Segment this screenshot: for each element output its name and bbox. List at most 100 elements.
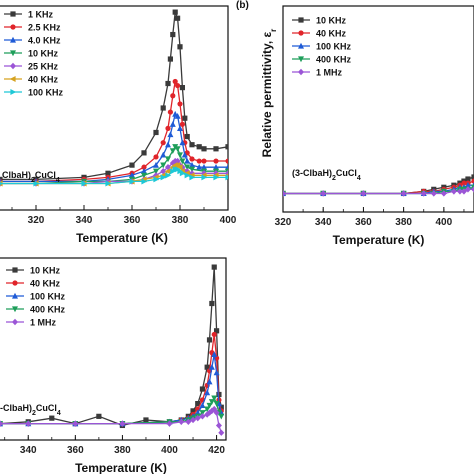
data-point [199, 410, 206, 416]
chart-panel-b: 320 340 360 380 400 Temperature (K) Relative p… [236, 0, 474, 247]
data-point [189, 166, 195, 173]
legend: 10 KHz 40 KHz 100 KHz 400 KHz 1 MHz [292, 16, 352, 78]
data-point [179, 170, 186, 177]
data-point [213, 409, 220, 416]
data-point [184, 172, 191, 179]
data-point [283, 190, 286, 197]
x-axis-label: Temperature (K) [333, 233, 425, 247]
data-point [25, 420, 32, 427]
legend-marker [10, 11, 16, 17]
data-point [213, 146, 219, 152]
data-point [49, 415, 55, 421]
legend-marker [298, 30, 304, 36]
data-point [172, 9, 178, 15]
data-point [218, 429, 225, 436]
data-point [199, 402, 206, 409]
data-point [174, 112, 181, 119]
data-point [165, 172, 172, 179]
data-point [105, 180, 112, 187]
series-1-mhz [0, 405, 225, 436]
x-tick-label: 340 [315, 217, 332, 228]
legend-marker [298, 42, 304, 49]
data-point [165, 125, 171, 131]
data-point [320, 190, 327, 197]
data-point [141, 164, 147, 170]
data-point [189, 170, 195, 177]
legend-marker [298, 56, 304, 63]
data-point [400, 190, 407, 197]
legend-entry: 40 KHz [316, 29, 347, 39]
x-tick-label: 380 [395, 217, 412, 228]
data-point [33, 180, 40, 187]
data-point [196, 163, 203, 170]
legend-entry: 10 KHz [316, 16, 347, 26]
data-point [167, 56, 173, 62]
x-tick-label: 320 [275, 217, 292, 228]
data-point [176, 164, 183, 171]
legend-entry: 40 KHz [30, 279, 61, 289]
data-point [464, 182, 471, 188]
data-point [160, 174, 167, 181]
data-point [129, 172, 135, 178]
legend-entry: 10 KHz [28, 49, 59, 59]
data-point [160, 168, 167, 175]
data-point [185, 418, 192, 425]
data-point [199, 386, 206, 392]
legend-marker [10, 62, 16, 70]
data-point [169, 148, 176, 155]
data-point [174, 146, 181, 152]
data-point [213, 170, 219, 177]
data-point [213, 369, 220, 376]
legend-entry: 25 KHz [28, 62, 59, 72]
data-point [190, 408, 196, 414]
data-point [456, 188, 463, 195]
legend-marker [10, 89, 17, 95]
data-point [190, 416, 197, 424]
data-point [208, 399, 215, 405]
data-point [215, 422, 222, 429]
data-point [160, 151, 167, 158]
data-point [430, 190, 437, 197]
data-point [360, 190, 367, 197]
compound-label: ClbaH)2CuCl4 [2, 170, 60, 184]
data-point [165, 163, 171, 171]
data-point [471, 178, 474, 184]
panel-label: (b) [236, 0, 249, 11]
legend-entry: 100 KHz [316, 42, 352, 52]
data-point [211, 264, 217, 270]
plot-area [283, 174, 474, 197]
data-point [189, 156, 195, 162]
legend-entry: 400 KHz [30, 305, 66, 315]
legend-entry: 1 KHz [28, 10, 54, 20]
data-point [169, 121, 176, 127]
compound-label: -ClbaH)2CuCl4 [0, 403, 61, 417]
data-point [195, 401, 201, 407]
data-point [170, 93, 176, 99]
data-point [160, 162, 167, 169]
plot-frame [0, 5, 229, 211]
legend-entry: 40 KHz [28, 75, 59, 85]
legend-marker [298, 68, 304, 76]
legend-marker [12, 280, 18, 286]
legend-entry: 100 KHz [28, 88, 64, 98]
data-point [225, 168, 228, 175]
data-point [153, 154, 159, 160]
data-point [196, 158, 202, 164]
x-tick-label: 380 [172, 215, 189, 226]
data-point [209, 300, 215, 307]
data-point [213, 328, 220, 334]
data-point [179, 121, 185, 127]
data-point [143, 417, 149, 423]
y-axis-label: Relative permittivity, εr [260, 29, 278, 158]
legend-entry: 1 MHz [316, 68, 343, 78]
legend-entry: 2.5 KHz [28, 23, 61, 33]
legend-entry: 10 KHz [30, 266, 61, 276]
data-point [440, 190, 447, 197]
data-point [218, 413, 225, 420]
compound-label: (3-ClbaH)2CuCl4 [292, 168, 361, 182]
data-point [141, 172, 147, 179]
data-point [170, 31, 176, 38]
data-point [175, 15, 181, 21]
data-point [184, 157, 191, 164]
data-point [189, 142, 195, 148]
